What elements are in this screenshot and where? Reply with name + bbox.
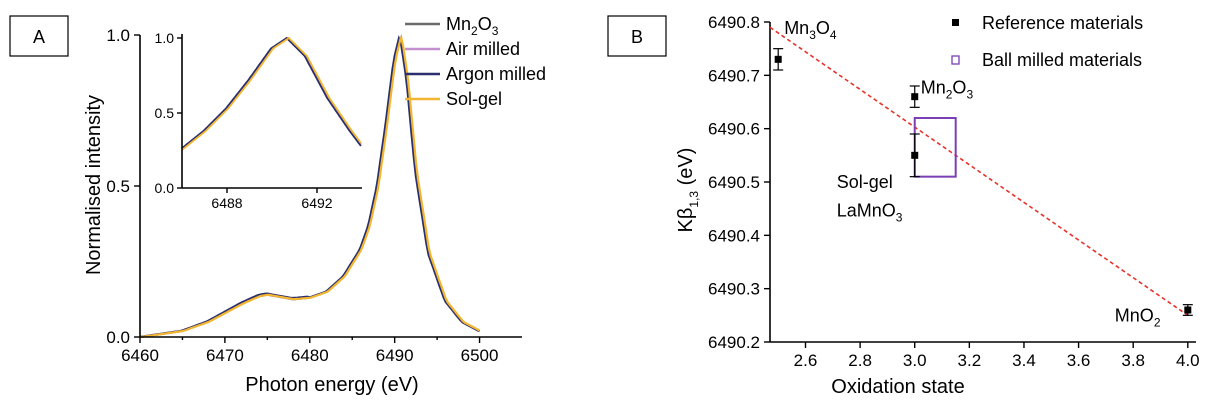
panel-b-annotation: Mn3O4 — [784, 18, 837, 42]
panel-b-y-tick-label: 6490.6 — [708, 120, 760, 139]
panel-a-axes: 6460 6470 6480 6490 6500 0.0 0.5 1.0 — [106, 26, 522, 365]
panel-a-legend-label: Mn2O3 — [446, 14, 499, 38]
panel-a-inset: 6488 6492 0.0 0.5 1.0 — [155, 30, 362, 211]
panel-b-legend-label: Ball milled materials — [982, 50, 1142, 70]
panel-b-legend-label: Reference materials — [982, 13, 1143, 33]
panel-b-data: Mn3O4 Mn2O3 Sol-gel LaMnO3 MnO2 — [769, 18, 1193, 329]
panel-a-legend-label: Argon milled — [446, 64, 546, 84]
panel-b-reference-point — [911, 151, 919, 159]
panel-a-legend-label: Sol-gel — [446, 89, 502, 109]
panel-b-x-tick-label: 3.6 — [1067, 351, 1091, 370]
panel-a-inset-y-tick-label: 0.0 — [155, 180, 175, 196]
panel-b-legend-marker-reference — [952, 19, 959, 26]
panel-b-reference-point — [911, 93, 919, 101]
panel-b-letter-box — [607, 15, 667, 57]
panel-b-xlabel: Oxidation state — [831, 376, 964, 398]
panel-b-x-tick-label: 2.6 — [794, 351, 818, 370]
panel-a-ylabel: Normalised intensity — [83, 95, 105, 275]
panel-a-x-tick-label: 6500 — [461, 346, 499, 365]
panel-b-annotation: MnO2 — [1115, 305, 1161, 329]
panel-b-y-tick-label: 6490.7 — [708, 66, 760, 85]
panel-b-x-tick-label: 3.4 — [1012, 351, 1036, 370]
panel-b-fit-line — [769, 26, 1189, 316]
panel-b-y-tick-label: 6490.4 — [708, 226, 760, 245]
panel-a-x-tick-label: 6490 — [376, 346, 414, 365]
panel-b-x-tick-label: 3.8 — [1121, 351, 1145, 370]
panel-b-legend: Reference materials Ball milled materials — [951, 13, 1143, 70]
panel-a-inset-y-tick-label: 0.5 — [155, 105, 175, 121]
panel-b-reference-point — [1184, 306, 1192, 314]
panel-b-y-tick-label: 6490.8 — [708, 13, 760, 32]
panel-a-series-line — [139, 36, 481, 339]
panel-a-y-tick-label: 0.0 — [106, 328, 130, 347]
panel-b-y-tick-label: 6490.3 — [708, 280, 760, 299]
panel-b-x-tick-label: 4.0 — [1176, 351, 1200, 370]
panel-b-y-tick-label: 6490.2 — [708, 333, 760, 352]
panel-a-legend-label: Air milled — [446, 39, 520, 59]
panel-a-letter: A — [33, 27, 45, 47]
panel-a-inset-background — [182, 34, 362, 188]
panel-a-x-tick-label: 6460 — [121, 346, 159, 365]
panel-a-inset-x-tick-label: 6488 — [211, 195, 242, 211]
panel-a-letter-box — [9, 15, 69, 57]
panel-a-y-tick-label: 1.0 — [106, 26, 130, 45]
panel-a-x-tick-label: 6470 — [206, 346, 244, 365]
panel-b-ylabel: Kβ1,3 (eV) — [675, 148, 701, 233]
panel-a-curves — [139, 34, 481, 339]
panel-a-x-tick-label: 6480 — [291, 346, 329, 365]
panel-a-y-tick-label: 0.5 — [106, 177, 130, 196]
panel-b-x-tick-label: 3.2 — [958, 351, 982, 370]
panel-b-legend-marker-ball-milled — [951, 55, 960, 65]
panel-b-x-tick-label: 3.0 — [903, 351, 927, 370]
panel-a-chart: 6460 6470 6480 6490 6500 0.0 0.5 1.0 6488 6492 0.… — [83, 14, 546, 396]
panel-b-annotation: LaMnO3 — [837, 201, 903, 225]
panel-b-ball-milled-box — [913, 117, 957, 178]
panel-b-x-tick-label: 2.8 — [848, 351, 872, 370]
panel-b-letter: B — [631, 27, 643, 47]
panel-b-reference-point — [774, 55, 782, 63]
panel-a-inset-series-line — [182, 36, 362, 150]
panel-b-annotation: Mn2O3 — [921, 77, 974, 101]
panel-a-inset-y-tick-label: 1.0 — [155, 30, 175, 46]
panel-a-inset-series-line — [181, 36, 362, 149]
panel-b-chart: 2.6 2.8 3.0 3.2 3.4 3.6 3.8 4.0 6490.2 6490.3 6490… — [675, 13, 1200, 398]
panel-a-inset-x-tick-label: 6492 — [301, 195, 332, 211]
panel-a-xlabel: Photon energy (eV) — [245, 374, 418, 396]
panel-b-y-tick-label: 6490.5 — [708, 173, 760, 192]
panel-b-axes: 2.6 2.8 3.0 3.2 3.4 3.6 3.8 4.0 6490.2 6490.3 6490… — [708, 13, 1200, 370]
panel-b-annotation: Sol-gel — [837, 172, 893, 192]
